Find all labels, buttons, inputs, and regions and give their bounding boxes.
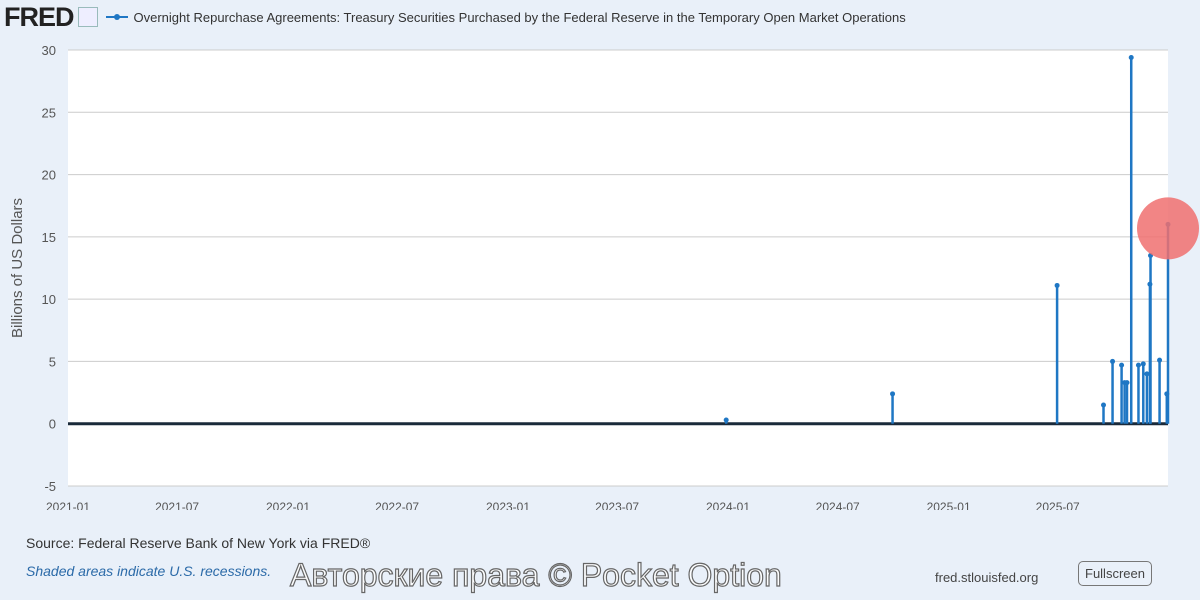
x-tick-label: 2024-07 — [816, 500, 860, 510]
data-point — [1157, 357, 1163, 363]
data-point — [1124, 380, 1130, 386]
x-tick-label: 2024-01 — [706, 500, 750, 510]
x-tick-label: 2021-01 — [46, 500, 90, 510]
x-tick-label: 2021-07 — [155, 500, 199, 510]
source-note: Source: Federal Reserve Bank of New York… — [26, 535, 371, 551]
y-axis-label: Billions of US Dollars — [9, 198, 26, 338]
data-point — [1110, 358, 1116, 364]
recession-note: Shaded areas indicate U.S. recessions. — [26, 563, 272, 579]
data-point — [1054, 282, 1060, 288]
y-tick-label: -5 — [44, 479, 56, 494]
x-tick-label: 2023-01 — [486, 500, 530, 510]
line-chart-icon — [77, 7, 98, 27]
legend-line-icon — [105, 14, 128, 20]
x-tick-label: 2023-07 — [595, 500, 639, 510]
highlight-circle — [1137, 197, 1199, 260]
fullscreen-button[interactable]: Fullscreen — [1078, 561, 1152, 586]
watermark: Авторские права © Pocket Option — [289, 557, 782, 593]
fred-url-link[interactable]: fred.stlouisfed.org — [935, 570, 1039, 585]
y-tick-label: 15 — [42, 230, 56, 245]
y-tick-label: 25 — [42, 105, 56, 120]
y-tick-label: 5 — [49, 354, 56, 369]
data-point — [1135, 362, 1141, 368]
x-tick-label: 2022-07 — [375, 500, 419, 510]
plot-area — [68, 50, 1168, 486]
x-tick-label: 2025-01 — [927, 500, 971, 510]
x-tick-label: 2022-01 — [266, 500, 310, 510]
chart-header: FRED Overnight Repurchase Agreements: Tr… — [0, 0, 906, 34]
fred-logo[interactable]: FRED — [4, 1, 74, 32]
data-point — [1140, 361, 1146, 367]
y-tick-label: 30 — [42, 43, 56, 58]
x-tick-label: 2025-07 — [1036, 500, 1080, 510]
data-point — [1101, 402, 1107, 408]
data-point — [723, 417, 729, 423]
data-point — [890, 391, 896, 397]
data-point — [1144, 371, 1150, 377]
y-tick-label: 20 — [42, 168, 56, 183]
data-point — [1119, 362, 1125, 368]
chart-title: Overnight Repurchase Agreements: Treasur… — [133, 9, 906, 25]
y-tick-label: 10 — [42, 292, 56, 307]
y-tick-label: 0 — [49, 417, 56, 432]
data-point — [1128, 54, 1134, 60]
chart: -5 0 5 10 15 20 25 30 2021-01 2021-07 2022-01 2022-… — [9, 43, 1199, 510]
